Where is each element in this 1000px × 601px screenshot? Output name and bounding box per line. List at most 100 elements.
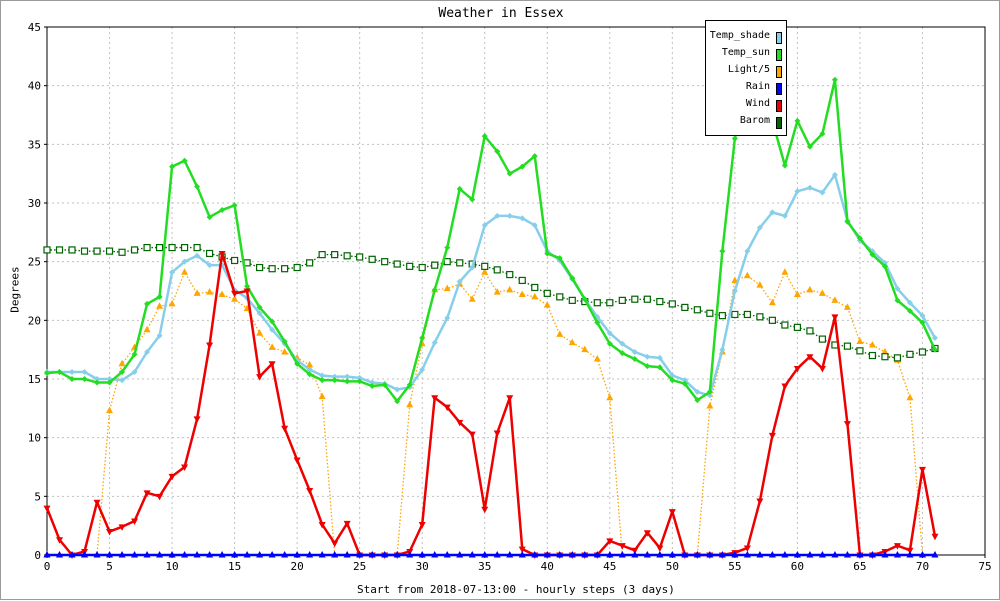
point-barom: [481, 262, 489, 270]
point-wind: [156, 493, 164, 501]
x-tick-label: 40: [541, 560, 554, 573]
point-barom: [681, 303, 689, 312]
point-barom: [168, 243, 176, 252]
point-rain: [443, 551, 451, 558]
point-barom: [631, 295, 639, 303]
point-temp-sun: [531, 153, 538, 160]
series-line-temp-shade: [47, 173, 937, 397]
point-wind: [481, 506, 489, 514]
point-wind: [256, 374, 264, 381]
legend-item: Barom: [706, 114, 786, 131]
point-temp-shade: [731, 288, 738, 294]
point-wind: [818, 365, 826, 373]
series-line-temp-sun: [46, 78, 937, 403]
point-rain: [518, 551, 526, 558]
point-temp-sun: [456, 185, 463, 192]
point-temp-shade: [644, 353, 651, 360]
point-barom: [343, 252, 351, 260]
point-rain: [81, 551, 89, 558]
point-wind: [93, 499, 101, 507]
point-rain: [93, 551, 101, 558]
point-rain: [718, 551, 726, 558]
point-barom: [68, 246, 76, 254]
point-barom: [856, 347, 864, 355]
legend-swatch: [776, 117, 782, 129]
point-light-5: [268, 343, 276, 350]
x-tick-label: 60: [791, 560, 804, 573]
point-barom: [506, 270, 514, 279]
y-tick-label: 25: [28, 256, 41, 269]
point-temp-sun: [606, 340, 613, 347]
point-temp-sun: [194, 183, 201, 190]
point-temp-shade: [631, 349, 638, 356]
point-rain: [131, 551, 139, 558]
point-temp-shade: [519, 215, 526, 222]
point-temp-shade: [206, 262, 213, 269]
point-barom: [556, 293, 564, 301]
x-tick-label: 5: [106, 560, 113, 573]
point-rain: [606, 551, 614, 558]
point-barom: [443, 258, 451, 266]
x-tick-label: 0: [44, 560, 51, 573]
point-light-5: [256, 329, 264, 336]
legend-label: Temp_sun: [721, 47, 770, 58]
legend-swatch: [776, 32, 782, 44]
point-rain: [781, 551, 789, 558]
point-barom: [281, 265, 289, 273]
point-rain: [268, 551, 276, 558]
point-temp-sun: [106, 379, 113, 386]
point-temp-shade: [369, 379, 376, 386]
point-barom: [356, 253, 364, 261]
point-light-5: [481, 268, 489, 275]
point-temp-sun: [919, 319, 926, 326]
point-temp-sun: [44, 370, 50, 377]
x-tick-label: 30: [416, 560, 429, 573]
point-temp-shade: [119, 377, 126, 384]
x-tick-label: 35: [478, 560, 491, 573]
point-barom: [493, 266, 501, 274]
x-tick-label: 10: [165, 560, 178, 573]
point-rain: [931, 551, 939, 558]
point-barom: [606, 299, 614, 307]
point-barom: [843, 342, 852, 350]
point-rain: [668, 551, 676, 558]
point-barom: [593, 299, 601, 307]
point-barom: [180, 243, 189, 252]
point-wind: [318, 521, 326, 529]
x-tick-label: 50: [666, 560, 679, 573]
point-temp-sun: [706, 388, 713, 395]
point-rain: [118, 551, 126, 558]
point-rain: [768, 551, 776, 558]
point-temp-shade: [131, 368, 138, 375]
point-wind: [168, 473, 176, 481]
point-wind: [131, 518, 139, 525]
point-rain: [368, 551, 376, 558]
point-wind: [281, 425, 289, 433]
point-temp-sun: [469, 196, 476, 203]
point-light-5: [706, 401, 714, 409]
point-rain: [43, 551, 51, 558]
point-barom: [756, 313, 764, 321]
legend-swatch: [776, 100, 782, 112]
point-light-5: [756, 281, 764, 288]
legend-item: Wind: [706, 97, 786, 114]
point-temp-sun: [931, 346, 938, 353]
point-wind: [468, 431, 476, 439]
point-temp-sun: [69, 376, 76, 382]
point-light-5: [468, 295, 476, 302]
point-rain: [706, 551, 714, 558]
point-light-5: [306, 360, 314, 368]
point-light-5: [118, 359, 126, 367]
point-temp-sun: [319, 377, 326, 384]
point-temp-sun: [794, 117, 801, 124]
point-barom: [118, 248, 126, 256]
series-line-wind: [45, 252, 937, 557]
point-rain: [106, 551, 114, 558]
point-light-5: [856, 337, 864, 344]
point-wind: [181, 464, 189, 471]
point-barom: [893, 354, 902, 362]
point-wind: [768, 432, 776, 440]
point-temp-shade: [344, 373, 351, 380]
point-light-5: [568, 338, 576, 346]
